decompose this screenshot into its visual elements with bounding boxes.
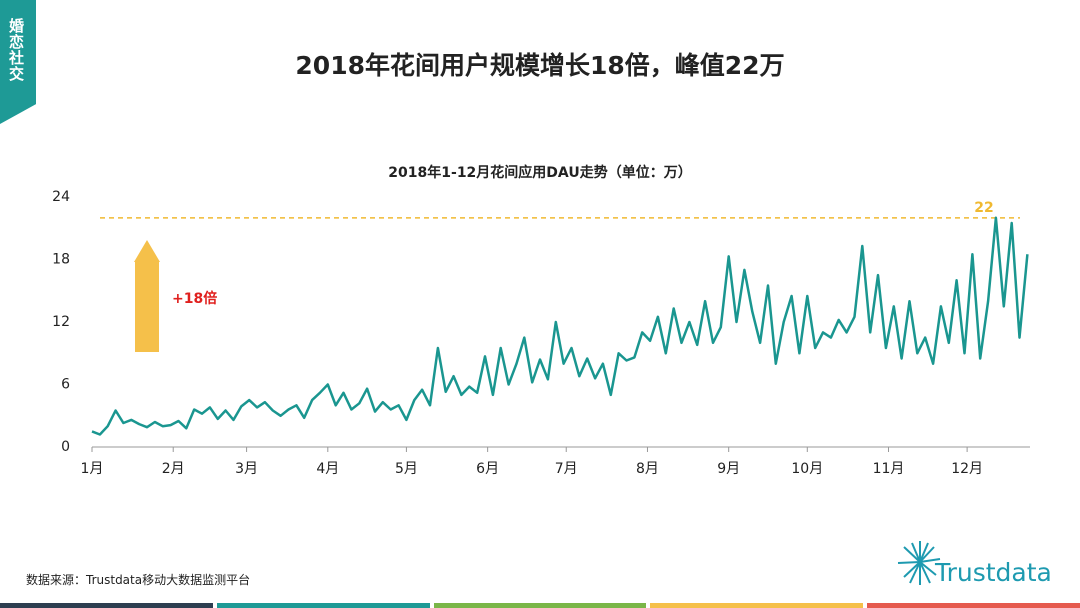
reference-label: 22: [974, 200, 993, 216]
arrow-shaft: [135, 261, 159, 352]
logo-burst: [897, 541, 941, 585]
x-tick-label: 6月: [476, 461, 499, 477]
dau-line: [91, 216, 1029, 436]
section-tag-text: 婚恋社交: [7, 18, 25, 82]
x-tick-label: 12月: [951, 461, 983, 477]
x-tick-label: 4月: [316, 461, 339, 477]
footer-bars: [0, 603, 1080, 608]
footer-bar: [0, 603, 213, 608]
y-tick-label: 24: [52, 189, 70, 205]
source-note: 数据来源：Trustdata移动大数据监测平台: [26, 573, 251, 587]
y-tick-label: 18: [52, 252, 70, 268]
x-tick-label: 9月: [717, 461, 740, 477]
x-tick-label: 11月: [873, 461, 905, 477]
y-tick-label: 12: [52, 314, 70, 330]
logo-text: Trustdata: [934, 558, 1052, 587]
x-tick-label: 1月: [81, 461, 104, 477]
chart: 2018年1-12月花间应用DAU走势（单位：万） +18倍 0 6 12 18 24 1…: [52, 164, 1030, 477]
x-tick-label: 8月: [636, 461, 659, 477]
x-tick-label: 7月: [555, 461, 578, 477]
footer-bar: [650, 603, 864, 608]
footer-bar: [867, 603, 1080, 608]
y-tick-label: 0: [61, 439, 70, 455]
x-tick-label: 5月: [395, 461, 418, 477]
growth-annotation: +18倍: [172, 290, 217, 307]
x-tick-label: 10月: [791, 461, 823, 477]
logo: Trustdata: [897, 541, 1052, 587]
footer-bar: [433, 603, 647, 608]
slide-title: 2018年花间用户规模增长18倍，峰值22万: [295, 51, 785, 80]
chart-title: 2018年1-12月花间应用DAU走势（单位：万）: [388, 164, 691, 181]
x-tick-label: 2月: [162, 461, 185, 477]
arrow-head: [134, 240, 160, 262]
y-tick-label: 6: [61, 377, 70, 393]
section-tag: 婚恋社交: [0, 0, 36, 124]
x-tick-label: 3月: [235, 461, 258, 477]
footer-bar: [216, 603, 430, 608]
